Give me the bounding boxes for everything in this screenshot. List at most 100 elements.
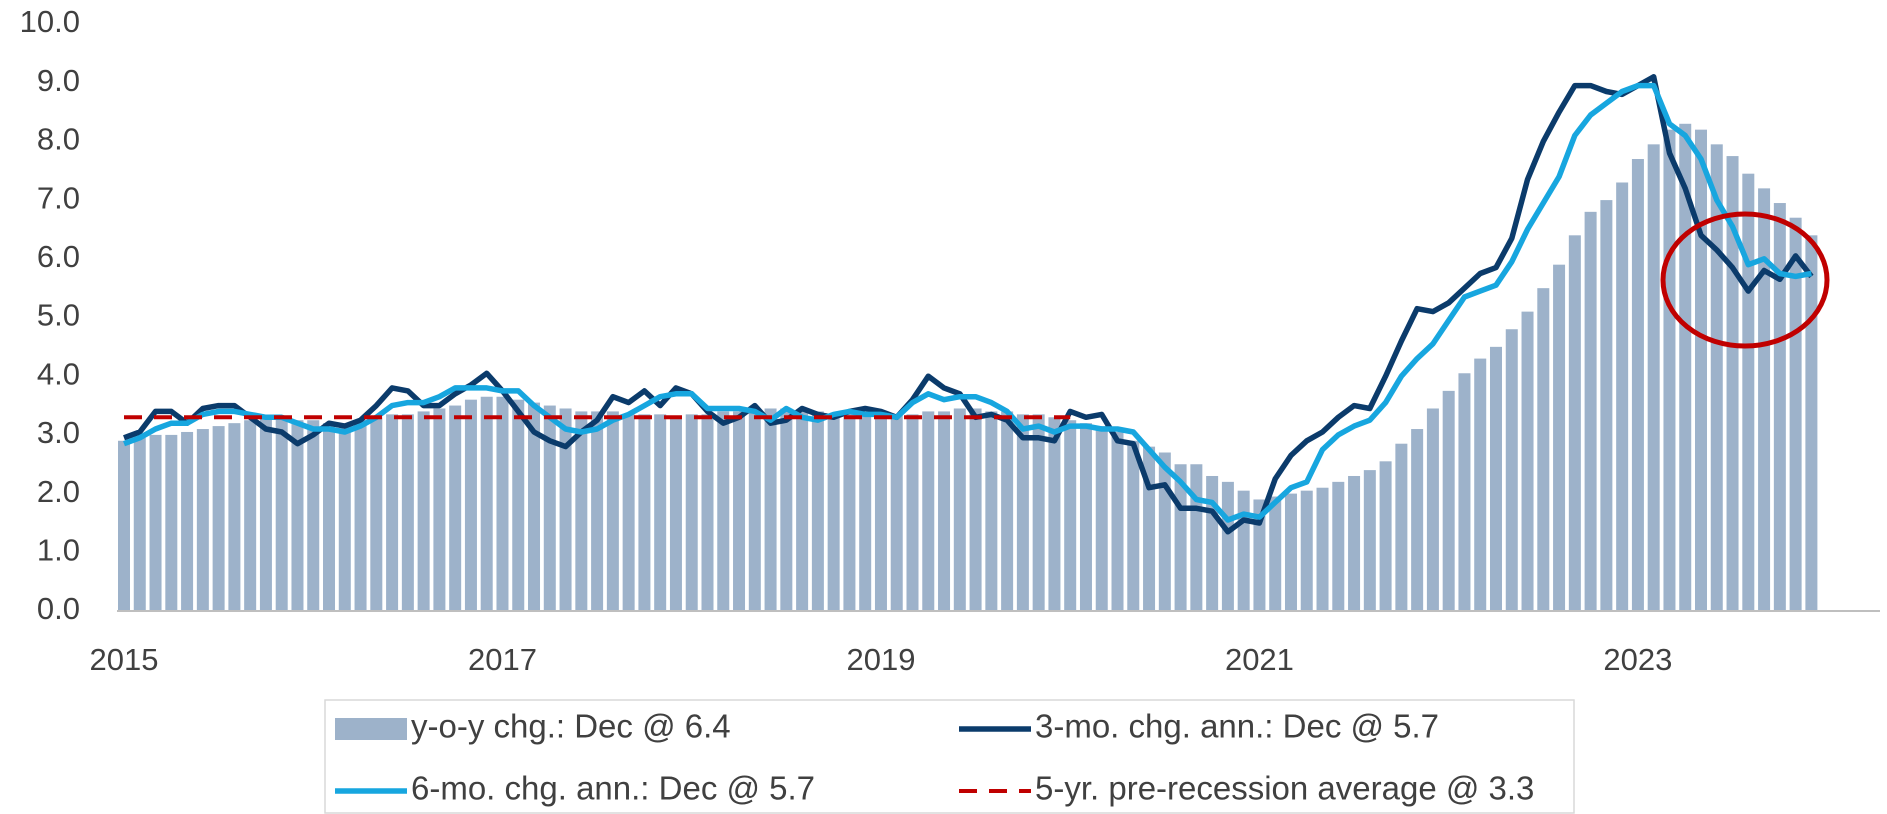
bar (654, 414, 667, 611)
bar (906, 414, 919, 611)
bar (1348, 475, 1361, 611)
bar (1789, 217, 1802, 611)
bar (1095, 426, 1108, 611)
bar (149, 434, 162, 611)
y-tick-label: 0.0 (37, 591, 80, 626)
bar (244, 420, 257, 611)
bar (1553, 264, 1566, 611)
bar (417, 411, 430, 611)
x-tick-label: 2023 (1603, 642, 1672, 677)
bar (1300, 490, 1313, 611)
bar (717, 411, 730, 611)
bar (843, 414, 856, 611)
bar (1695, 129, 1707, 611)
bar (1395, 443, 1408, 611)
legend-label: y-o-y chg.: Dec @ 6.4 (411, 708, 731, 745)
bar (638, 414, 651, 611)
line (123, 74, 1814, 535)
legend-label: 3-mo. chg. ann.: Dec @ 5.7 (1035, 708, 1439, 745)
bar (1190, 464, 1203, 611)
bar (953, 408, 966, 611)
y-tick-label: 9.0 (37, 63, 80, 98)
bar (764, 408, 777, 611)
bar (938, 411, 951, 611)
bar (1332, 481, 1345, 611)
bar (1411, 429, 1424, 611)
bar (1158, 452, 1171, 611)
y-tick-label: 1.0 (37, 532, 80, 567)
legend-box (324, 699, 1575, 814)
bar (1206, 475, 1219, 611)
bar (1016, 414, 1029, 611)
x-tick-label: 2015 (90, 642, 159, 677)
bar (464, 399, 477, 611)
bar (985, 411, 998, 611)
bar (591, 411, 604, 611)
bar (606, 411, 619, 611)
y-tick-label: 3.0 (37, 415, 80, 450)
bar (685, 414, 698, 611)
bar (307, 420, 320, 611)
bar (1426, 408, 1439, 611)
bar (1269, 496, 1282, 611)
bar (1064, 420, 1077, 611)
bar (386, 414, 399, 611)
bar (259, 417, 272, 611)
bar (1505, 329, 1518, 611)
y-tick-label: 10.0 (20, 4, 80, 39)
bar (370, 417, 383, 611)
bar (1758, 188, 1771, 612)
bar (1742, 173, 1755, 611)
bar (1363, 470, 1376, 611)
bar (733, 411, 746, 611)
line (123, 82, 1812, 523)
bar (575, 411, 588, 611)
bar (1489, 346, 1502, 611)
bar (1537, 288, 1550, 611)
bar (1647, 144, 1660, 611)
bar (528, 402, 541, 611)
bar (1521, 311, 1534, 611)
bar (449, 405, 462, 611)
bar (1237, 490, 1250, 611)
legend-swatch (335, 718, 407, 740)
bar (1600, 200, 1613, 611)
bar (133, 437, 146, 611)
bar (1284, 493, 1297, 611)
bar (1458, 373, 1471, 611)
bar (1379, 461, 1392, 611)
bar (181, 431, 194, 611)
x-tick-label: 2019 (846, 642, 915, 677)
bar (796, 411, 809, 611)
bar (969, 408, 982, 611)
bar (1316, 487, 1329, 611)
bar (275, 417, 288, 611)
legend-label: 6-mo. chg. ann.: Dec @ 5.7 (411, 770, 815, 807)
highlight-circle (1660, 211, 1830, 349)
bar (1442, 390, 1455, 611)
bar (811, 411, 824, 611)
bar (1474, 358, 1487, 611)
bar (1710, 144, 1723, 611)
bar (1805, 235, 1818, 611)
bar (401, 414, 414, 611)
bar (859, 414, 872, 611)
bar (433, 408, 446, 611)
bar (165, 434, 178, 611)
bar (212, 426, 225, 611)
bar (543, 405, 556, 611)
bar (118, 440, 130, 611)
y-tick-label: 2.0 (37, 474, 80, 509)
bar (1253, 499, 1266, 611)
bar (1773, 203, 1786, 611)
bar (922, 411, 935, 611)
bar (669, 417, 682, 611)
bar (748, 408, 761, 611)
bar (1221, 481, 1234, 611)
bar (1616, 182, 1629, 612)
bar (291, 420, 304, 611)
bar (622, 414, 635, 611)
bar (323, 423, 336, 611)
bar (1048, 417, 1061, 611)
